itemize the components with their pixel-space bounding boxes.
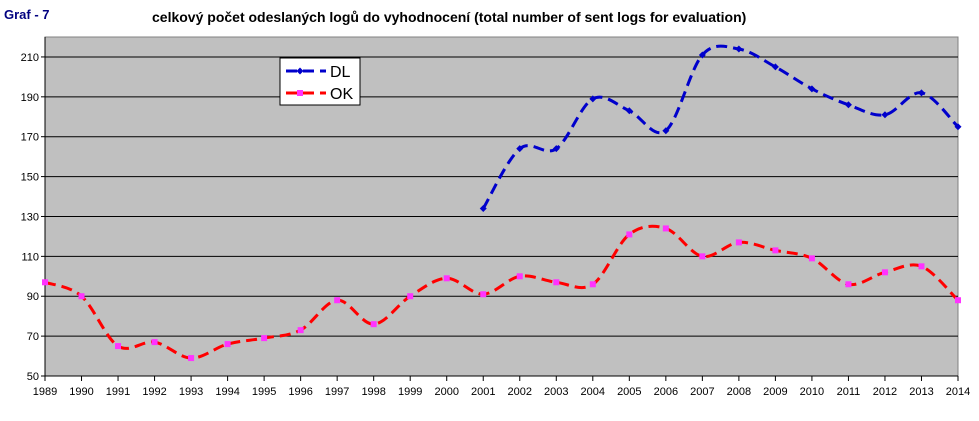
y-tick-label: 50	[27, 371, 39, 383]
y-tick-label: 170	[21, 132, 39, 144]
data-point-ok	[881, 269, 888, 276]
x-tick-label: 2014	[946, 386, 970, 398]
data-point-ok	[297, 327, 304, 334]
y-tick-label: 190	[21, 92, 39, 104]
x-tick-label: 1993	[179, 386, 203, 398]
y-tick-label: 210	[21, 52, 39, 64]
x-tick-label: 2004	[581, 386, 605, 398]
data-point-ok	[443, 275, 450, 282]
legend-item-dl: DL	[286, 64, 351, 81]
data-point-ok	[626, 231, 633, 238]
data-point-ok	[370, 321, 377, 328]
legend-marker-ok	[297, 90, 303, 96]
data-point-dl	[808, 85, 816, 93]
data-point-ok	[261, 335, 268, 342]
y-tick-label: 90	[27, 291, 39, 303]
x-tick-label: 2000	[434, 386, 458, 398]
x-tick-label: 1998	[361, 386, 385, 398]
data-point-dl	[662, 127, 670, 135]
data-point-ok	[115, 343, 122, 350]
data-point-dl	[954, 123, 962, 131]
data-point-dl	[735, 45, 743, 53]
data-point-ok	[151, 339, 158, 346]
data-point-dl	[881, 111, 889, 119]
x-tick-label: 1999	[398, 386, 422, 398]
data-point-dl	[771, 63, 779, 71]
y-tick-label: 150	[21, 172, 39, 184]
legend-item-ok: OK	[286, 86, 353, 103]
axes: 50 70 90 110 130 150 170 190 210 1989 1990 1991 1992…	[21, 37, 970, 398]
data-point-ok	[662, 225, 669, 232]
data-point-ok	[589, 281, 596, 288]
data-point-ok	[188, 355, 195, 362]
x-tick-label: 2012	[873, 386, 897, 398]
x-tick-label: 2001	[471, 386, 495, 398]
legend-box	[279, 57, 361, 106]
x-tick-label: 1992	[142, 386, 166, 398]
data-point-dl	[698, 51, 706, 59]
data-point-ok	[224, 341, 231, 348]
data-point-ok	[955, 297, 961, 304]
legend-label-dl: DL	[330, 64, 351, 81]
data-point-ok	[808, 255, 815, 262]
x-tick-label: 2013	[909, 386, 933, 398]
data-point-dl	[589, 95, 597, 103]
x-tick-label: 1996	[288, 386, 312, 398]
x-tick-label: 2006	[654, 386, 678, 398]
legend: DL OK	[279, 57, 361, 106]
data-point-ok	[772, 247, 779, 254]
data-point-ok	[918, 263, 925, 270]
x-tick-label: 2011	[837, 386, 861, 398]
x-tick-label: 2009	[763, 386, 787, 398]
data-point-dl	[844, 101, 852, 109]
x-tick-label: 2010	[800, 386, 824, 398]
chart-title: celkový počet odeslaných logů do vyhodno…	[152, 9, 747, 25]
legend-label-ok: OK	[330, 86, 353, 103]
data-point-ok	[42, 279, 48, 286]
data-point-ok	[553, 279, 560, 286]
data-point-ok	[845, 281, 852, 288]
x-tick-label: 1994	[215, 386, 239, 398]
graf-label: Graf - 7	[4, 7, 50, 22]
x-tick-label: 2003	[544, 386, 568, 398]
data-point-dl	[625, 107, 633, 115]
y-tick-label: 110	[21, 251, 39, 263]
data-point-ok	[407, 293, 414, 300]
x-tick-label: 2007	[690, 386, 714, 398]
data-point-dl	[917, 89, 925, 97]
x-tick-label: 1995	[252, 386, 276, 398]
x-tick-label: 1990	[69, 386, 93, 398]
x-tick-label: 2005	[617, 386, 641, 398]
data-point-dl	[479, 204, 487, 212]
plot-area	[44, 36, 959, 377]
x-tick-label: 1997	[325, 386, 349, 398]
x-tick-label: 2008	[727, 386, 751, 398]
data-point-dl	[552, 145, 560, 153]
data-point-ok	[78, 293, 85, 300]
data-point-ok	[480, 291, 487, 298]
x-tick-label: 1991	[106, 386, 130, 398]
series-lines	[42, 44, 962, 362]
data-point-ok	[334, 297, 341, 304]
x-tick-label: 2002	[508, 386, 532, 398]
x-tick-label: 1989	[33, 386, 57, 398]
series-ok	[42, 224, 961, 362]
data-point-ok	[735, 239, 742, 246]
data-point-dl	[516, 145, 524, 153]
data-point-ok	[699, 253, 706, 260]
series-dl	[479, 44, 962, 212]
legend-marker-dl	[296, 67, 304, 75]
y-tick-label: 70	[27, 331, 39, 343]
y-tick-label: 130	[21, 211, 39, 223]
data-point-ok	[516, 273, 523, 280]
